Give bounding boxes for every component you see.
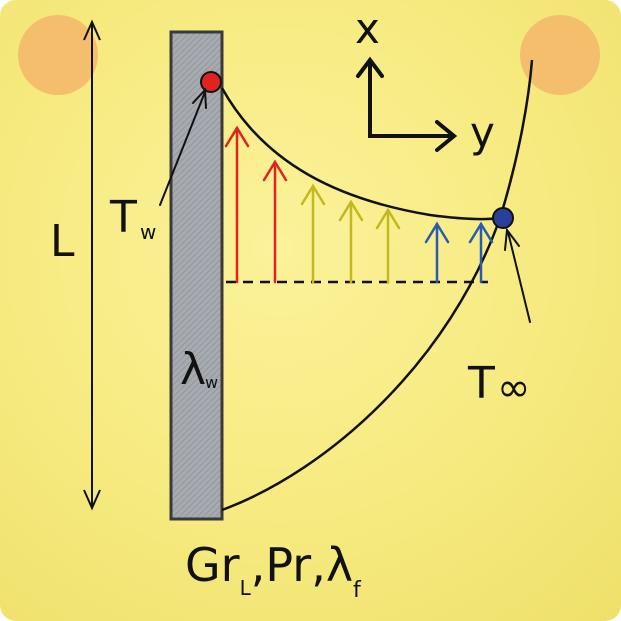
parameters-line: GrL,Pr,λf [185, 542, 361, 602]
corner-circle-right [520, 15, 600, 95]
ambient-temperature-subscript: ∞ [497, 365, 531, 411]
arrows-cold [424, 221, 494, 284]
arrows-hot [224, 125, 288, 284]
x-axis-label: x [355, 4, 380, 53]
ambient-temperature-symbol: T [468, 358, 495, 409]
prandtl-number-label: Pr [265, 538, 312, 592]
coordinate-axes [356, 56, 458, 152]
fluid-conductivity-subscript: f [353, 578, 361, 603]
grashof-number-label: Gr [185, 538, 240, 592]
wall-temperature-subscript: w [140, 220, 157, 244]
wall-conductivity-symbol: λ [180, 344, 207, 395]
pointer-wall-temperature [159, 87, 207, 206]
wall-temperature-dot [200, 71, 222, 93]
corner-circle-left [18, 15, 98, 95]
y-axis-label: y [470, 108, 495, 157]
wall-conductivity-subscript: w [205, 373, 219, 392]
parameter-separator-1: , [250, 538, 266, 592]
grashof-number-subscript: L [239, 576, 251, 600]
wall-temperature-symbol: T [110, 192, 137, 243]
fluid-conductivity-symbol: λ [325, 538, 354, 592]
boundary-layer-curve [221, 59, 534, 512]
parameter-separator-2: , [311, 538, 326, 592]
ambient-temperature-dot [492, 207, 514, 229]
pointer-ambient-temperature [504, 227, 531, 323]
wall [169, 30, 224, 521]
length-dimension-arrow [83, 19, 101, 511]
length-label: L [50, 216, 75, 267]
profile-curve [220, 87, 501, 221]
arrows-mid [300, 183, 401, 284]
